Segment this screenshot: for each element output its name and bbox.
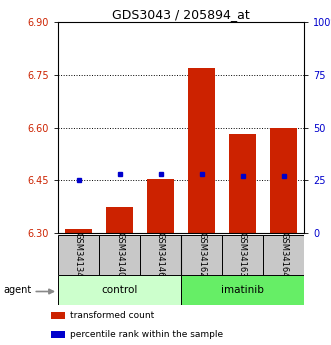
- Bar: [147, 179, 174, 233]
- Bar: [51, 331, 65, 338]
- Text: agent: agent: [3, 285, 31, 295]
- Text: GSM34146: GSM34146: [156, 232, 165, 278]
- Text: transformed count: transformed count: [70, 311, 155, 320]
- Title: GDS3043 / 205894_at: GDS3043 / 205894_at: [112, 8, 250, 21]
- Bar: [229, 134, 256, 233]
- Bar: [51, 312, 65, 319]
- Bar: [222, 235, 263, 275]
- Text: percentile rank within the sample: percentile rank within the sample: [70, 330, 223, 339]
- Bar: [65, 229, 92, 233]
- Text: GSM34162: GSM34162: [197, 232, 206, 278]
- Bar: [263, 235, 304, 275]
- Text: GSM34164: GSM34164: [279, 232, 288, 278]
- Text: control: control: [101, 285, 138, 295]
- Text: GSM34163: GSM34163: [238, 232, 247, 278]
- Bar: [188, 68, 215, 233]
- Bar: [99, 235, 140, 275]
- Bar: [270, 128, 297, 233]
- Bar: [181, 235, 222, 275]
- Bar: [181, 275, 304, 305]
- Bar: [58, 275, 181, 305]
- Bar: [140, 235, 181, 275]
- Bar: [58, 235, 99, 275]
- Text: GSM34140: GSM34140: [115, 232, 124, 278]
- Bar: [106, 207, 133, 233]
- Text: GSM34134: GSM34134: [74, 232, 83, 278]
- Text: imatinib: imatinib: [221, 285, 264, 295]
